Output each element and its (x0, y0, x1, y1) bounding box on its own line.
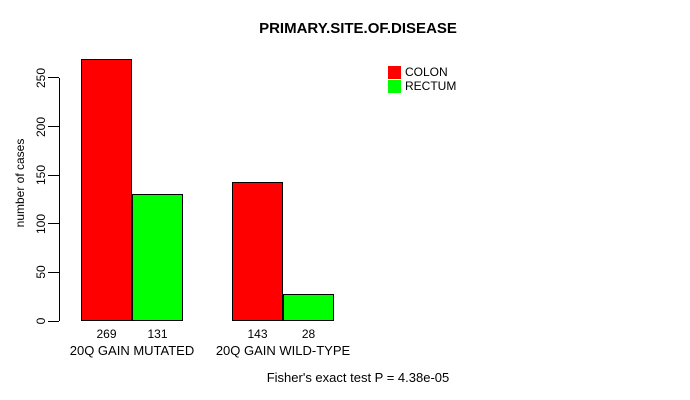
legend-item-rectum: RECTUM (388, 80, 456, 93)
colon-color-swatch (388, 66, 401, 79)
y-axis-tick-label-text: 100 (34, 213, 48, 234)
category-label: 20Q GAIN WILD-TYPE (215, 343, 351, 358)
bar-colon-0 (81, 59, 132, 321)
legend: COLON RECTUM (388, 66, 456, 94)
bar-rectum-1 (283, 294, 334, 321)
bar-value-label: 269 (96, 327, 117, 341)
y-axis-tick (48, 174, 59, 176)
y-axis-tick (48, 320, 59, 322)
y-axis-tick-label-text: 0 (34, 317, 48, 325)
y-axis-label-text: number of cases (13, 138, 27, 228)
fisher-test-caption: Fisher's exact test P = 4.38e-05 (266, 370, 450, 385)
chart-title: PRIMARY.SITE.OF.DISEASE (259, 20, 457, 37)
y-axis-tick-label-text: 200 (34, 116, 48, 137)
bar-value-label: 131 (147, 327, 168, 341)
legend-label-colon: COLON (405, 65, 448, 79)
bar-value-label: 143 (247, 327, 268, 341)
rectum-color-swatch (388, 80, 401, 93)
y-axis-tick-label-text: 250 (34, 67, 48, 88)
legend-item-colon: COLON (388, 66, 456, 79)
y-axis-tick (48, 77, 59, 79)
y-axis-tick (48, 271, 59, 273)
category-label: 20Q GAIN MUTATED (69, 343, 195, 358)
y-axis-tick (48, 126, 59, 127)
y-axis-tick (48, 223, 59, 225)
y-axis-line (59, 78, 60, 321)
bar-value-label: 28 (301, 327, 316, 341)
legend-label-rectum: RECTUM (405, 79, 457, 93)
bar-colon-1 (232, 182, 283, 321)
y-axis-tick-label-text: 150 (34, 165, 48, 186)
y-axis-tick-label-text: 50 (34, 265, 48, 280)
bar-rectum-0 (132, 194, 183, 321)
